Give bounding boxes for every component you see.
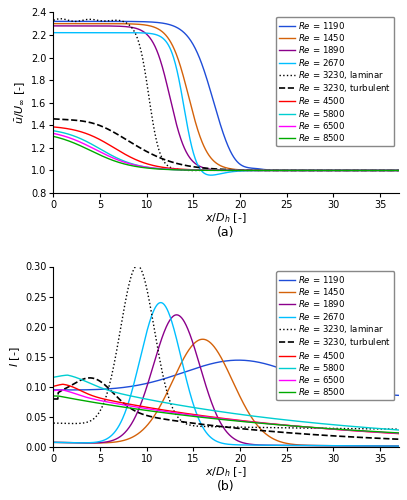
X-axis label: $x/D_h$ [-]: $x/D_h$ [-] bbox=[205, 212, 247, 225]
Y-axis label: $I$ [-]: $I$ [-] bbox=[8, 346, 22, 367]
X-axis label: $x/D_h$ [-]: $x/D_h$ [-] bbox=[205, 466, 247, 479]
Text: (a): (a) bbox=[217, 226, 235, 238]
Legend: $\mathit{Re}$ = 1190, $\mathit{Re}$ = 1450, $\mathit{Re}$ = 1890, $\mathit{Re}$ : $\mathit{Re}$ = 1190, $\mathit{Re}$ = 14… bbox=[276, 271, 394, 400]
Text: (b): (b) bbox=[217, 480, 235, 492]
Legend: $\mathit{Re}$ = 1190, $\mathit{Re}$ = 1450, $\mathit{Re}$ = 1890, $\mathit{Re}$ : $\mathit{Re}$ = 1190, $\mathit{Re}$ = 14… bbox=[276, 16, 394, 146]
Y-axis label: $\bar{u}/U_\infty$ [-]: $\bar{u}/U_\infty$ [-] bbox=[14, 81, 28, 124]
